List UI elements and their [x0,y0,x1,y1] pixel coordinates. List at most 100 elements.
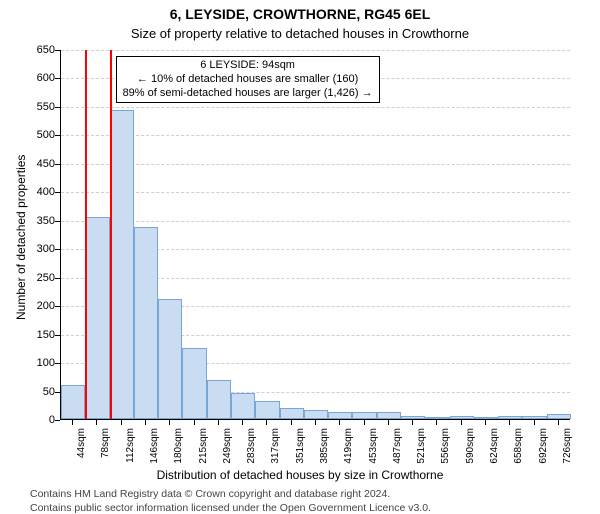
y-tick-label: 50 [15,386,55,398]
y-tick-mark [55,249,60,250]
gridline [61,107,570,108]
histogram-bar [547,414,571,419]
x-tick-label: 317sqm [270,428,281,478]
x-tick-label: 283sqm [246,428,257,478]
x-tick-mark [96,420,97,425]
x-tick-label: 385sqm [319,428,330,478]
histogram-bar [280,408,304,419]
x-tick-label: 521sqm [416,428,427,478]
y-tick-label: 450 [15,158,55,170]
y-tick-label: 200 [15,300,55,312]
histogram-bar [352,412,376,419]
x-tick-mark [291,420,292,425]
x-tick-mark [121,420,122,425]
x-tick-label: 44sqm [76,428,87,478]
histogram-bar [498,416,522,419]
histogram-bar [450,416,474,419]
marker-line [110,50,112,419]
x-tick-mark [339,420,340,425]
gridline [61,221,570,222]
y-tick-mark [55,164,60,165]
annotation-line: 89% of semi-detached houses are larger (… [123,87,373,101]
histogram-bar [61,385,85,419]
x-tick-mark [266,420,267,425]
x-tick-mark [315,420,316,425]
x-tick-label: 624sqm [489,428,500,478]
chart-title-1: 6, LEYSIDE, CROWTHORNE, RG45 6EL [0,6,600,22]
histogram-bar [425,417,449,419]
histogram-bar [474,417,498,419]
x-tick-mark [145,420,146,425]
y-tick-label: 350 [15,215,55,227]
histogram-bar [110,110,134,419]
x-tick-label: 556sqm [440,428,451,478]
x-tick-label: 215sqm [198,428,209,478]
x-tick-mark [485,420,486,425]
histogram-bar [255,401,279,419]
histogram-bar [231,393,255,419]
x-tick-label: 146sqm [149,428,160,478]
x-tick-label: 487sqm [392,428,403,478]
x-tick-label: 590sqm [465,428,476,478]
y-tick-mark [55,221,60,222]
gridline [61,135,570,136]
footer-line-2: Contains public sector information licen… [30,502,431,514]
x-tick-label: 78sqm [100,428,111,478]
y-tick-mark [55,278,60,279]
x-tick-mark [509,420,510,425]
y-tick-label: 600 [15,72,55,84]
gridline [61,192,570,193]
x-tick-mark [242,420,243,425]
gridline [61,50,570,51]
x-tick-mark [169,420,170,425]
histogram-bar [328,412,352,419]
y-tick-mark [55,78,60,79]
annotation-box: 6 LEYSIDE: 94sqm ← 10% of detached house… [116,56,380,103]
y-tick-mark [55,306,60,307]
x-tick-mark [218,420,219,425]
x-tick-mark [558,420,559,425]
y-tick-mark [55,420,60,421]
y-tick-mark [55,363,60,364]
y-tick-label: 500 [15,129,55,141]
histogram-bar [158,299,182,419]
x-tick-mark [72,420,73,425]
x-tick-label: 180sqm [173,428,184,478]
y-tick-label: 550 [15,101,55,113]
x-tick-label: 419sqm [343,428,354,478]
x-tick-mark [364,420,365,425]
histogram-bar [134,227,158,419]
x-tick-label: 351sqm [295,428,306,478]
x-tick-label: 658sqm [513,428,524,478]
marker-line [85,50,87,419]
chart-title-2: Size of property relative to detached ho… [0,26,600,41]
histogram-bar [207,380,231,419]
annotation-line: ← 10% of detached houses are smaller (16… [123,73,373,87]
histogram-bar [182,348,206,419]
x-tick-mark [194,420,195,425]
x-tick-mark [436,420,437,425]
histogram-bar [304,410,328,419]
x-tick-label: 726sqm [562,428,573,478]
x-tick-label: 692sqm [538,428,549,478]
y-tick-mark [55,107,60,108]
y-tick-mark [55,335,60,336]
x-tick-label: 249sqm [222,428,233,478]
histogram-bar [85,217,109,419]
y-tick-mark [55,392,60,393]
y-axis-label: Number of detached properties [14,155,28,320]
footer-line-1: Contains HM Land Registry data © Crown c… [30,488,390,500]
plot-area: 6 LEYSIDE: 94sqm ← 10% of detached house… [60,50,570,420]
y-tick-label: 100 [15,357,55,369]
y-tick-mark [55,50,60,51]
y-tick-label: 0 [15,414,55,426]
y-tick-label: 400 [15,186,55,198]
x-tick-label: 453sqm [368,428,379,478]
histogram-bar [401,416,425,419]
y-tick-label: 300 [15,243,55,255]
histogram-bar [377,412,401,419]
x-tick-mark [461,420,462,425]
x-tick-mark [534,420,535,425]
histogram-bar [522,416,546,419]
y-tick-label: 650 [15,44,55,56]
